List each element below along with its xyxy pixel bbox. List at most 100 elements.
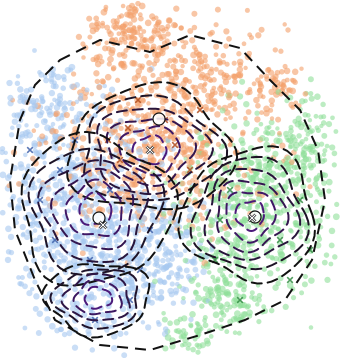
scatter-point [72,248,78,254]
scatter-point [191,24,198,31]
scatter-point [79,135,87,142]
scatter-point [106,239,113,246]
scatter-point [243,100,250,108]
scatter-point [198,212,203,217]
scatter-point [106,243,113,250]
scatter-point [275,172,282,178]
scatter-point [53,194,60,201]
scatter-point [144,19,152,27]
density-contour [65,81,239,211]
scatter-point [211,304,217,310]
scatter-point [308,325,314,330]
scatter-point [91,123,99,130]
scatter-point [321,259,328,266]
scatter-point [230,100,237,108]
density-contour [83,94,229,202]
scatter-point [141,226,148,233]
scatter-point [273,137,281,145]
scatter-point [261,304,267,310]
scatter-point [288,133,294,139]
scatter-point [219,107,226,114]
scatter-point [205,97,212,105]
scatter-point [93,15,100,22]
scatter-point [177,251,184,258]
scatter-point [189,104,196,112]
scatter-point [187,146,194,153]
scatter-point [144,129,151,135]
scatter-point [308,90,314,97]
scatter-point [162,246,169,253]
scatter-point [288,128,294,134]
scatter-point [283,130,290,138]
scatter-point [315,186,321,192]
scatter-point [278,68,285,75]
scatter-point [104,73,112,81]
scatter-point [296,133,302,139]
scatter-point [230,250,237,257]
scatter-point [22,189,28,195]
scatter-point [100,79,106,85]
scatter-point [29,286,35,292]
scatter-point [32,279,38,285]
scatter-point [21,231,26,237]
density-contour [49,167,135,251]
scatter-point [208,300,214,306]
scatter-point [185,273,192,280]
scatter-point [140,113,145,118]
scatter-point [186,240,193,247]
scatter-point [79,244,86,251]
scatter-point [275,280,281,287]
scatter-point [97,319,103,325]
scatter-point [293,154,299,159]
scatter-point [74,156,80,162]
scatter-point [266,162,272,168]
scatter-point [157,278,164,285]
scatter-point [181,295,186,301]
scatter-point [235,243,241,248]
scatter-point [131,83,138,91]
scatter-point [169,256,175,262]
scatter-point [152,217,159,225]
scatter-point [282,22,287,27]
scatter-point [17,138,24,145]
cross-marker [134,96,142,104]
scatter-point [298,234,303,240]
scatter-point [195,294,202,302]
density-contour [131,134,168,166]
scatter-point [255,102,261,109]
scatter-point [190,299,197,306]
scatter-point [68,166,74,172]
scatter-point [160,28,166,34]
scatter-point [314,93,321,100]
scatter-point [302,156,310,163]
scatter-point [180,146,188,154]
scatter-point [183,331,189,337]
scatter-point [261,234,267,240]
scatter-point [283,67,291,75]
scatter-point [43,306,49,312]
scatter-point [195,68,201,74]
scatter-point [175,127,181,133]
scatter-point [25,229,31,235]
scatter-point [39,133,46,140]
scatter-point [139,219,145,226]
scatter-point [212,311,220,319]
scatter-point [264,125,270,132]
scatter-point [228,115,233,120]
scatter-point [84,320,91,327]
scatter-point [299,66,304,71]
scatter-point [42,160,47,166]
scatter-point [236,330,242,336]
scatter-point [328,261,334,267]
scatter-point [140,320,146,325]
scatter-point [89,91,95,97]
scatter-point [165,257,171,263]
scatter-point [242,272,249,280]
scatter-point [71,344,79,351]
scatter-point [182,248,188,254]
scatter-point [32,305,39,312]
scatter-point [166,274,172,280]
scatter-point [275,116,282,123]
scatter-point [163,263,170,271]
cross-marker [26,146,34,154]
